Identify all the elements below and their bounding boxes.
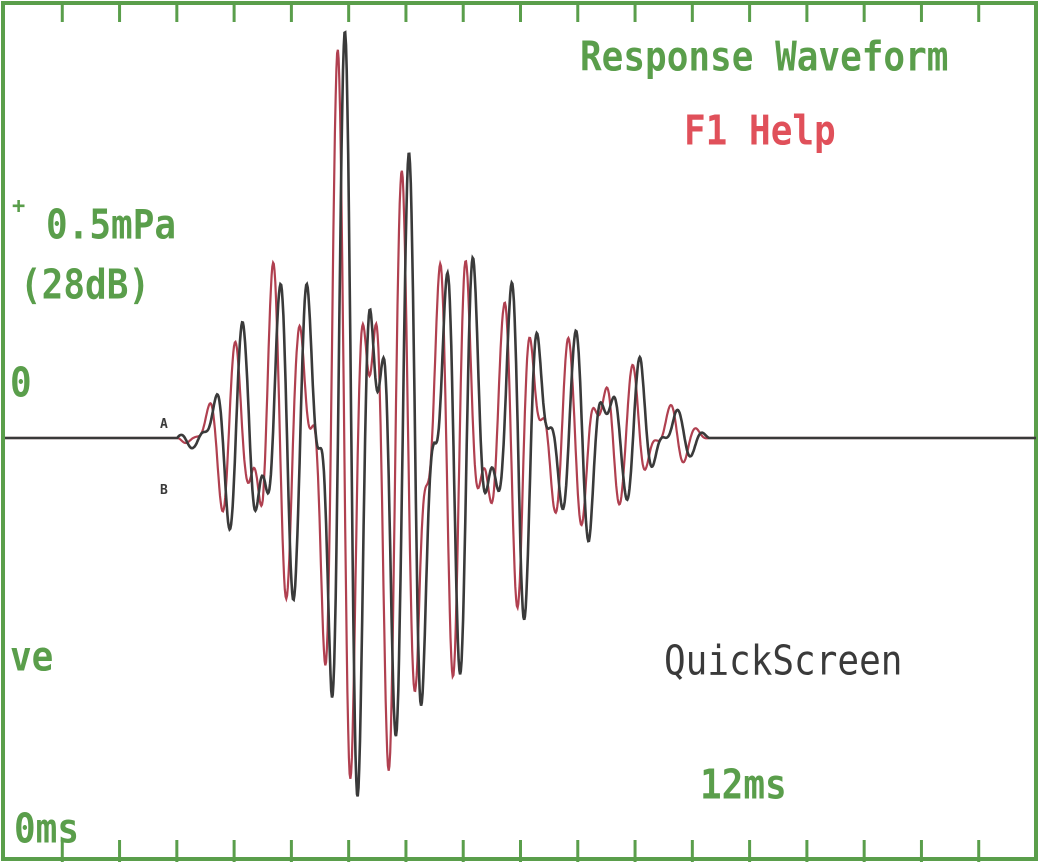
y-negative-label: ve bbox=[10, 633, 54, 681]
y-scale-label: 0.5mPa bbox=[46, 201, 177, 249]
x-end-label: 12ms bbox=[700, 761, 787, 809]
screen-title: Response Waveform bbox=[580, 33, 949, 81]
waveform-traces bbox=[5, 30, 1036, 797]
y-zero-label: 0 bbox=[10, 359, 32, 407]
channel-a-label: A bbox=[160, 417, 168, 432]
product-name: QuickScreen bbox=[664, 637, 903, 685]
y-scale-db-label: (28dB) bbox=[20, 261, 151, 309]
x-start-label: 0ms bbox=[14, 805, 80, 853]
y-top-sign: + bbox=[12, 194, 26, 219]
channel-b-label: B bbox=[160, 483, 168, 498]
x-ticks-bottom bbox=[60, 840, 981, 862]
trace-a bbox=[5, 30, 1036, 797]
help-hint[interactable]: F1 Help bbox=[684, 107, 836, 155]
x-ticks-top bbox=[60, 3, 981, 22]
